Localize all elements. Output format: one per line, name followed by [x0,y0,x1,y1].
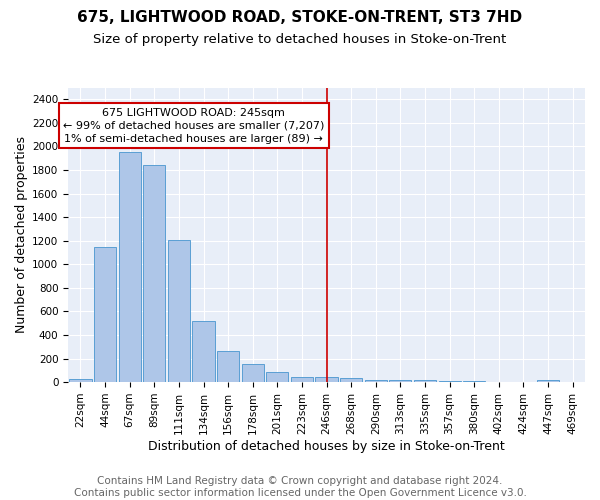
Bar [414,380,436,382]
Text: 675 LIGHTWOOD ROAD: 245sqm
← 99% of detached houses are smaller (7,207)
1% of se: 675 LIGHTWOOD ROAD: 245sqm ← 99% of deta… [63,108,325,144]
Text: 675, LIGHTWOOD ROAD, STOKE-ON-TRENT, ST3 7HD: 675, LIGHTWOOD ROAD, STOKE-ON-TRENT, ST3… [77,10,523,25]
Bar [119,152,141,382]
Bar [439,381,461,382]
Y-axis label: Number of detached properties: Number of detached properties [15,136,28,334]
Bar [463,381,485,382]
Bar [193,322,215,382]
X-axis label: Distribution of detached houses by size in Stoke-on-Trent: Distribution of detached houses by size … [148,440,505,452]
Bar [389,380,412,382]
Text: Size of property relative to detached houses in Stoke-on-Trent: Size of property relative to detached ho… [94,32,506,46]
Bar [266,372,289,382]
Bar [365,380,387,382]
Bar [316,378,338,382]
Bar [217,351,239,382]
Bar [94,246,116,382]
Bar [143,166,166,382]
Bar [291,377,313,382]
Bar [537,380,559,382]
Bar [340,378,362,382]
Bar [168,240,190,382]
Bar [70,378,92,382]
Text: Contains HM Land Registry data © Crown copyright and database right 2024.
Contai: Contains HM Land Registry data © Crown c… [74,476,526,498]
Bar [242,364,264,382]
